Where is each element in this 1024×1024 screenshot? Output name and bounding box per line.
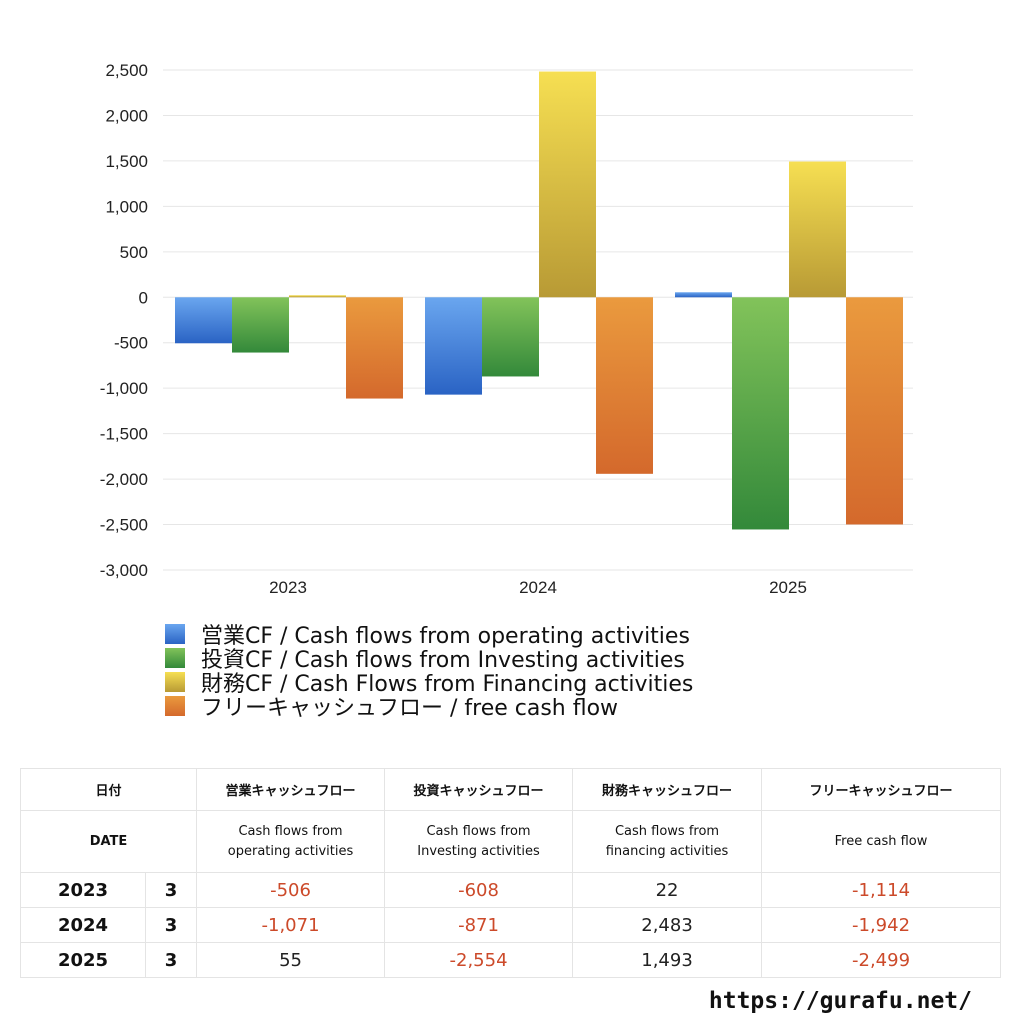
row-year: 2023 xyxy=(20,872,146,908)
y-tick-label: -3,000 xyxy=(100,561,148,580)
y-tick-label: -500 xyxy=(114,334,148,353)
bar-2023-series-3 xyxy=(346,297,403,399)
cell-financing: 1,493 xyxy=(572,942,763,978)
cell-investing: -2,554 xyxy=(384,942,574,978)
x-tick-label: 2025 xyxy=(769,578,807,597)
bar-2024-series-3 xyxy=(596,297,653,474)
y-tick-label: -1,500 xyxy=(100,425,148,444)
row-year: 2024 xyxy=(20,907,146,943)
header-financing-ja: 財務キャッシュフロー xyxy=(572,768,763,811)
legend-swatch-financing xyxy=(165,672,185,692)
header-financing-en: Cash flows from financing activities xyxy=(572,810,763,873)
header-free-cash-flow-en: Free cash flow xyxy=(761,810,1002,873)
cell-operating: -1,071 xyxy=(196,907,386,943)
legend-item-free-cash-flow: フリーキャッシュフロー / free cash flow xyxy=(165,694,693,721)
cell-financing: 2,483 xyxy=(572,907,763,943)
legend-item-investing: 投資CF / Cash flows from Investing activit… xyxy=(165,646,693,673)
header-investing-en: Cash flows from Investing activities xyxy=(384,810,574,873)
table-header-row-en: DATE Cash flows from operating activitie… xyxy=(19,810,1002,873)
bar-2023-series-1 xyxy=(232,297,289,353)
legend-label-free-cash-flow: フリーキャッシュフロー / free cash flow xyxy=(201,696,619,721)
table-row: 2023 3 -506 -608 22 -1,114 xyxy=(20,872,1002,908)
bar-2024-series-2 xyxy=(539,71,596,298)
header-operating-en: Cash flows from operating activities xyxy=(196,810,386,873)
cell-operating: 55 xyxy=(196,942,386,978)
y-tick-label: -2,500 xyxy=(100,516,148,535)
x-tick-label: 2024 xyxy=(519,578,557,597)
header-investing-ja: 投資キャッシュフロー xyxy=(384,768,574,811)
y-tick-label: 500 xyxy=(120,243,148,262)
legend-label-investing: 投資CF / Cash flows from Investing activit… xyxy=(201,648,685,673)
bar-2025-series-3 xyxy=(846,297,903,525)
legend-swatch-free-cash-flow xyxy=(165,696,185,716)
header-date-ja: 日付 xyxy=(19,768,198,811)
y-tick-label: 1,000 xyxy=(105,197,148,216)
cash-flow-bar-chart: 2,500 2,000 1,500 1,000 500 0 -500 -1,000 -1,500… xyxy=(100,61,913,597)
table-header-row-ja: 日付 営業キャッシュフロー 投資キャッシュフロー 財務キャッシュフロー フリーキ… xyxy=(19,768,1002,811)
cell-investing: -871 xyxy=(384,907,574,943)
y-tick-label: -2,000 xyxy=(100,470,148,489)
legend-label-financing: 財務CF / Cash Flows from Financing activit… xyxy=(201,672,694,697)
y-tick-label: 0 xyxy=(139,288,148,307)
cell-free-cash-flow: -1,114 xyxy=(761,872,1002,908)
y-tick-label: 1,500 xyxy=(105,152,148,171)
table-row: 2024 3 -1,071 -871 2,483 -1,942 xyxy=(20,907,1002,943)
header-operating-ja: 営業キャッシュフロー xyxy=(196,768,386,811)
cell-operating: -506 xyxy=(196,872,386,908)
legend-swatch-operating xyxy=(165,624,185,644)
row-month: 3 xyxy=(144,872,198,908)
bar-2023-series-0 xyxy=(175,297,232,344)
bar-2024-series-1 xyxy=(482,297,539,377)
bar-2025-series-0 xyxy=(675,292,732,298)
row-year: 2025 xyxy=(20,942,146,978)
bar-2023-series-2 xyxy=(289,295,346,298)
header-operating-en-text: Cash flows from operating activities xyxy=(227,823,354,859)
y-tick-label: 2,000 xyxy=(105,106,148,125)
bar-2025-series-2 xyxy=(789,161,846,298)
header-free-cash-flow-ja: フリーキャッシュフロー xyxy=(761,768,1002,811)
legend-item-operating: 営業CF / Cash flows from operating activit… xyxy=(165,622,693,649)
legend-label-operating: 営業CF / Cash flows from operating activit… xyxy=(201,624,690,649)
row-month: 3 xyxy=(144,907,198,943)
bar-2025-series-1 xyxy=(732,297,789,530)
header-investing-en-text: Cash flows from Investing activities xyxy=(417,823,540,859)
table-row: 2025 3 55 -2,554 1,493 -2,499 xyxy=(20,942,1002,978)
y-tick-label: -1,000 xyxy=(100,379,148,398)
cash-flow-table: 日付 営業キャッシュフロー 投資キャッシュフロー 財務キャッシュフロー フリーキ… xyxy=(19,768,1002,978)
header-financing-en-text: Cash flows from financing activities xyxy=(605,823,729,859)
legend-swatch-investing xyxy=(165,648,185,668)
bar-2024-series-0 xyxy=(425,297,482,395)
row-month: 3 xyxy=(144,942,198,978)
cell-investing: -608 xyxy=(384,872,574,908)
x-tick-label: 2023 xyxy=(269,578,307,597)
cell-financing: 22 xyxy=(572,872,763,908)
y-tick-label: 2,500 xyxy=(105,61,148,80)
cell-free-cash-flow: -2,499 xyxy=(761,942,1002,978)
source-url[interactable]: https://gurafu.net/ xyxy=(708,988,972,1014)
cell-free-cash-flow: -1,942 xyxy=(761,907,1002,943)
chart-legend: 営業CF / Cash flows from operating activit… xyxy=(165,622,693,721)
header-date-en: DATE xyxy=(19,810,198,873)
legend-item-financing: 財務CF / Cash Flows from Financing activit… xyxy=(165,670,693,697)
